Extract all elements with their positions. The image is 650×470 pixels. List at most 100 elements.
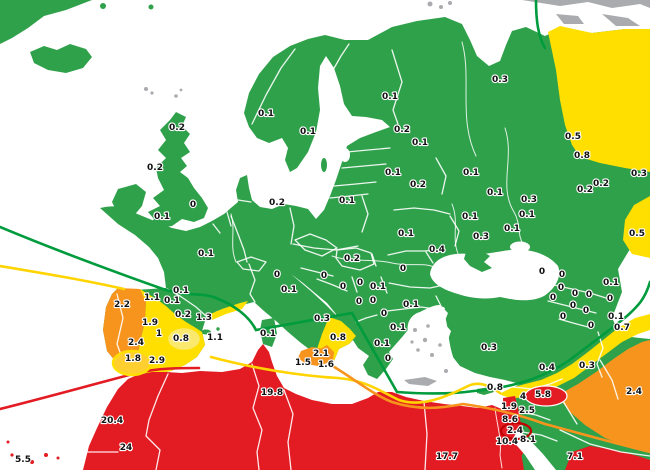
value-label: 2.5 <box>519 406 535 416</box>
value-label: 0 <box>357 278 363 288</box>
value-label: 0.1 <box>403 300 419 310</box>
isoline-yellow-west <box>0 264 126 291</box>
value-label: 0.8 <box>487 383 503 393</box>
atlantic-islands <box>6 440 60 464</box>
value-label: 0.2 <box>593 179 609 189</box>
value-label: 10.4 <box>496 437 518 447</box>
value-label: 0 <box>570 301 576 311</box>
value-label: 0.1 <box>260 329 276 339</box>
value-label: 0 <box>381 309 387 319</box>
value-label: 0.1 <box>374 339 390 349</box>
region-iceland <box>30 44 92 73</box>
isoline-yellow-east <box>209 355 502 404</box>
value-label: 24 <box>120 443 133 453</box>
value-label: 0 <box>340 282 346 292</box>
value-label: 0.4 <box>539 363 555 373</box>
value-label: 1.3 <box>196 313 212 323</box>
value-label: 0.2 <box>344 254 360 264</box>
value-label: 0.5 <box>629 229 645 239</box>
nile-river <box>494 407 503 469</box>
value-label: 2.2 <box>114 300 130 310</box>
region-gotland <box>321 158 327 172</box>
region-crimea <box>464 250 492 272</box>
value-labels: 0.20.200.10.10.10.10.30.20.10.10.20.10.2… <box>14 74 648 466</box>
value-label: 2.4 <box>626 387 642 397</box>
value-label: 1.5 <box>295 358 311 368</box>
value-label: 0 <box>539 267 545 277</box>
region-greenland <box>0 0 92 44</box>
value-label: 0 <box>385 354 391 364</box>
value-label: 7.1 <box>567 452 583 462</box>
value-label: 0 <box>588 321 594 331</box>
value-label: 0.3 <box>314 314 330 324</box>
value-label: 0.3 <box>473 232 489 242</box>
zone-mideast-orange <box>560 340 650 452</box>
value-label: 0.1 <box>154 212 170 222</box>
value-label: 0.1 <box>504 224 520 234</box>
zone-arabia-red <box>565 446 650 470</box>
value-label: 0.2 <box>577 185 593 195</box>
value-label: 1 <box>156 329 162 339</box>
value-label: 4 <box>520 392 526 402</box>
gulf-of-riga <box>340 148 350 162</box>
value-label: 2.4 <box>128 338 144 348</box>
isoline-green-north <box>534 0 547 50</box>
value-label: 0 <box>190 200 196 210</box>
value-label: 0.1 <box>462 212 478 222</box>
value-label: 0 <box>356 297 362 307</box>
highlight-ellipse <box>524 385 568 407</box>
arctic-islands <box>522 0 650 8</box>
sea-cutouts <box>340 148 560 470</box>
black-sea <box>430 249 560 301</box>
island <box>148 4 154 10</box>
value-label: 0.8 <box>574 151 590 161</box>
value-label: 0 <box>558 283 564 293</box>
value-label: 0 <box>559 270 565 280</box>
zone-caspian-yellow <box>623 196 650 258</box>
value-label: 2.9 <box>149 356 165 366</box>
value-label: 0.1 <box>173 286 189 296</box>
value-label: 0.8 <box>330 333 346 343</box>
region-eurasia <box>100 17 650 470</box>
value-label: 1.6 <box>318 360 334 370</box>
value-label: 0.3 <box>631 169 647 179</box>
value-label: 0.1 <box>370 282 386 292</box>
highlight-ellipse <box>111 349 153 377</box>
highlight-ellipse <box>165 325 203 353</box>
value-label: 0.1 <box>385 168 401 178</box>
value-label: 1.1 <box>144 293 160 303</box>
value-label: 0.1 <box>164 296 180 306</box>
isoline-orange <box>329 363 650 454</box>
value-label: 20.4 <box>101 416 123 426</box>
value-label: 0.1 <box>382 92 398 102</box>
value-label: 0 <box>572 289 578 299</box>
zone-ne-russia-yellow <box>548 26 650 172</box>
value-label: 0.1 <box>339 196 355 206</box>
value-label: 0.1 <box>300 127 316 137</box>
value-label: 0 <box>274 270 280 280</box>
value-label: 1.8 <box>125 354 141 364</box>
region-ireland <box>112 184 146 218</box>
highlight-ellipses <box>111 325 568 441</box>
country-borders <box>85 43 650 470</box>
value-label: 0.1 <box>412 138 428 148</box>
value-label: 0.5 <box>565 132 581 142</box>
value-label: 1.9 <box>142 318 158 328</box>
region-balearics <box>201 329 211 335</box>
value-label: 0.3 <box>521 195 537 205</box>
value-label: 0.3 <box>481 343 497 353</box>
rivers <box>230 41 524 268</box>
value-label: 0.1 <box>281 285 297 295</box>
value-label: 0.1 <box>487 188 503 198</box>
highlight-ellipse <box>499 421 533 441</box>
value-label: 0.4 <box>429 245 445 255</box>
aegean-sea <box>407 305 455 371</box>
value-label: 0 <box>586 290 592 300</box>
value-label: 0 <box>321 271 327 281</box>
value-label: 0.2 <box>410 180 426 190</box>
value-label: 2.4 <box>507 426 523 436</box>
region-great-britain <box>146 112 208 229</box>
value-label: 0.1 <box>390 323 406 333</box>
